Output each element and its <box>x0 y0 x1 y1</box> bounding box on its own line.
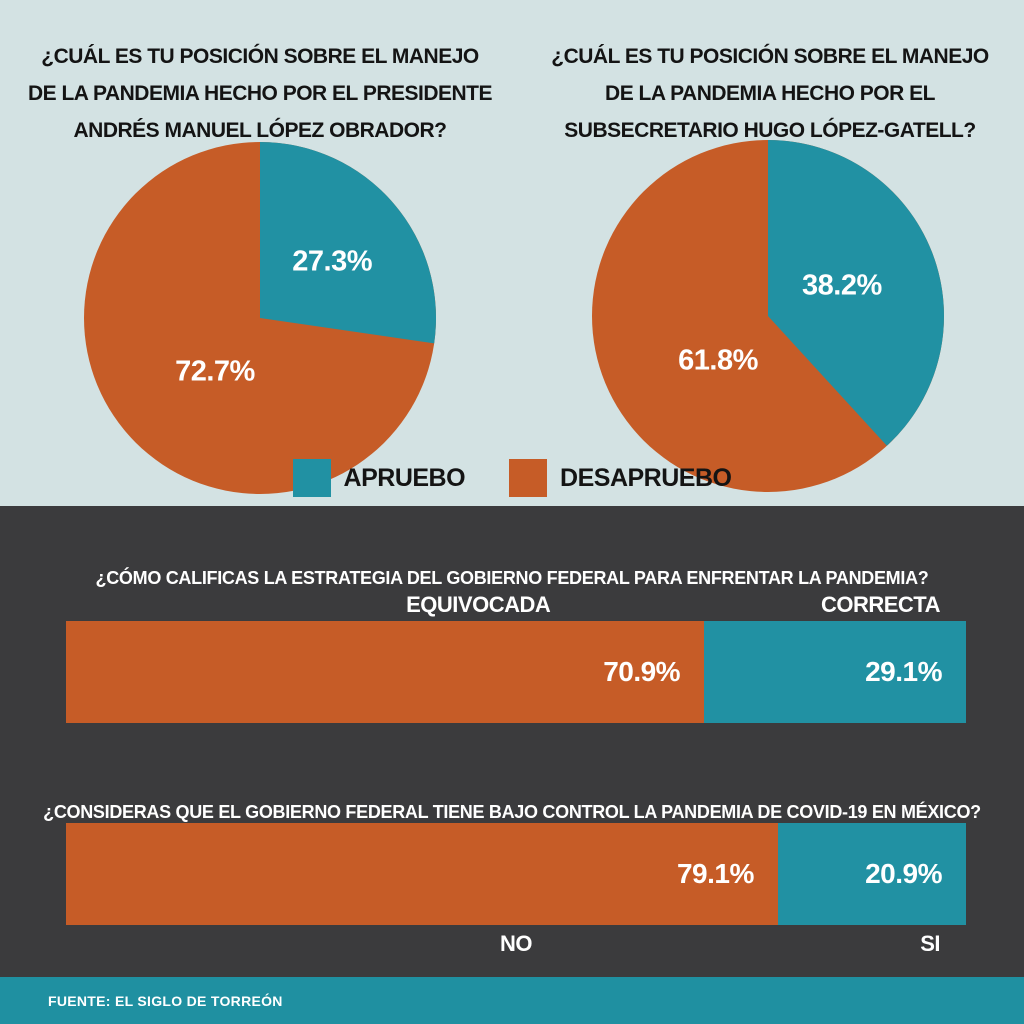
bar1-segment-correcta: 29.1% <box>704 621 966 723</box>
bar-chart-estrategia: 70.9% 29.1% <box>66 621 966 723</box>
bar1-correcta-value-label: 29.1% <box>865 656 942 687</box>
bar2-category-no: NO <box>500 931 533 956</box>
apruebo-legend-label: APRUEBO <box>343 463 466 492</box>
pie1-question-title: ¿CUÁL ES TU POSICIÓN SOBRE EL MANEJO DE … <box>27 45 493 143</box>
bar1-category-equivocada: EQUIVOCADA <box>406 592 551 617</box>
source-text: FUENTE: EL SIGLO DE TORREÓN <box>48 992 283 1009</box>
pie-legend: APRUEBO DESAPRUEBO <box>0 459 1024 497</box>
bar1-category-labels: EQUIVOCADA CORRECTA <box>66 592 966 618</box>
apruebo-color-swatch <box>292 459 331 497</box>
bar2-segment-si: 20.9% <box>777 823 966 925</box>
bar1-category-correcta: CORRECTA <box>820 592 941 617</box>
pie2-apruebo-value-label: 38.2% <box>802 269 882 302</box>
pie1-apruebo-value-label: 27.3% <box>292 245 373 278</box>
pie-chart-lopez-gatell: 38.2% 61.8% <box>592 140 944 492</box>
bar2-segment-no: 79.1% <box>66 823 778 925</box>
pie2-svg <box>592 140 944 492</box>
pie-slice-apruebo <box>768 140 944 446</box>
source-footer: FUENTE: EL SIGLO DE TORREÓN <box>0 977 1024 1024</box>
bar2-category-si: SI <box>920 931 940 956</box>
bar2-question-title: ¿CONSIDERAS QUE EL GOBIERNO FEDERAL TIEN… <box>43 801 981 822</box>
bar1-segment-equivocada: 70.9% <box>66 621 705 723</box>
pie2-desapruebo-value-label: 61.8% <box>678 344 758 377</box>
desapruebo-legend-label: DESAPRUEBO <box>560 463 732 492</box>
pie1-svg <box>84 142 436 494</box>
pie-chart-amlo: 27.3% 72.7% <box>84 142 436 494</box>
pie1-desapruebo-value-label: 72.7% <box>175 355 255 388</box>
bar2-no-value-label: 79.1% <box>676 858 754 889</box>
bar1-question-title: ¿CÓMO CALIFICAS LA ESTRATEGIA DEL GOBIER… <box>95 567 929 588</box>
bar2-category-labels: NO SI <box>66 931 966 957</box>
pie-slice-apruebo <box>260 142 436 344</box>
bar-chart-control: 79.1% 20.9% <box>66 823 966 925</box>
pie2-question-title: ¿CUÁL ES TU POSICIÓN SOBRE EL MANEJO DE … <box>551 45 989 143</box>
legend-item-apruebo: APRUEBO <box>292 459 466 497</box>
bar2-si-value-label: 20.9% <box>865 858 942 889</box>
desapruebo-color-swatch <box>509 459 548 497</box>
bar1-equivocada-value-label: 70.9% <box>603 656 681 687</box>
legend-item-desapruebo: DESAPRUEBO <box>509 459 732 497</box>
